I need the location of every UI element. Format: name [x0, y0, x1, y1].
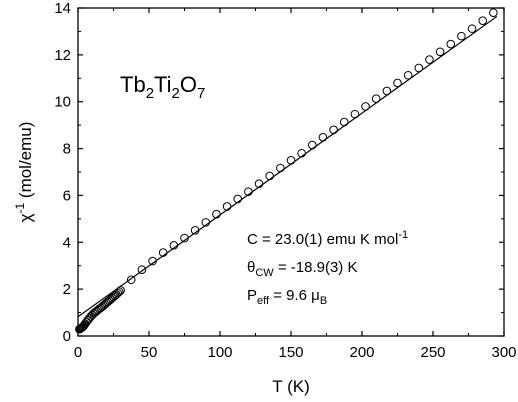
data-point [126, 275, 136, 285]
y-tick-label: 8 [63, 141, 71, 158]
y-tick-label: 12 [54, 47, 71, 64]
y-axis-symbol: χ [16, 213, 35, 222]
data-point [446, 39, 456, 49]
data-point [489, 8, 498, 17]
y-tick-label: 4 [63, 234, 71, 251]
data-point [467, 24, 477, 33]
data-point [393, 78, 402, 88]
annotation-curie-constant: C = 23.0(1) emu K mol-1 [247, 229, 408, 248]
data-point [276, 163, 285, 173]
data-point [286, 155, 296, 165]
y-tick-label: 10 [54, 94, 71, 111]
data-points [75, 8, 498, 334]
data-point [113, 288, 123, 298]
data-point [265, 171, 275, 181]
x-tick-label: 0 [74, 344, 82, 361]
data-point [244, 187, 253, 196]
x-tick-label: 250 [420, 344, 445, 361]
data-point [201, 218, 211, 227]
annotation-peff: Peff = 9.6 μB [247, 287, 327, 307]
compound-label: Tb2Ti2O7 [120, 72, 205, 102]
fit-line-group [78, 15, 498, 318]
y-axis-title: χ-1 (mol/emu) [13, 122, 35, 223]
data-point [158, 248, 168, 257]
data-point [371, 94, 381, 103]
y-axis-ticks: 0 2 4 6 8 10 12 14 [54, 0, 504, 345]
data-point [180, 233, 189, 243]
data-point [190, 226, 200, 235]
x-tick-label: 200 [349, 344, 374, 361]
x-axis-ticks: 0 50 100 150 200 250 300 [74, 8, 517, 361]
data-point [350, 109, 360, 119]
y-tick-label: 6 [63, 187, 71, 204]
data-point [339, 117, 349, 127]
x-tick-label: 100 [207, 344, 232, 361]
data-point [318, 133, 328, 142]
x-tick-label: 300 [491, 344, 516, 361]
x-axis-title: T (K) [272, 377, 309, 396]
data-point [361, 102, 370, 111]
y-axis-exponent: -1 [13, 202, 27, 213]
data-point [308, 140, 317, 150]
data-point [297, 148, 306, 158]
y-tick-label: 2 [63, 281, 71, 298]
data-point [457, 31, 466, 41]
data-point [435, 47, 445, 57]
x-tick-label: 150 [278, 344, 303, 361]
y-tick-label: 0 [63, 328, 71, 345]
data-point [233, 194, 243, 204]
x-tick-label: 50 [141, 344, 158, 361]
fit-line [78, 15, 498, 318]
data-point [137, 265, 147, 274]
data-point [254, 179, 264, 189]
data-point [222, 202, 232, 211]
data-point [114, 287, 124, 297]
data-point [169, 241, 179, 250]
data-point [148, 256, 157, 266]
data-point [382, 86, 392, 96]
data-point [414, 63, 424, 73]
y-axis-unit: (mol/emu) [16, 122, 35, 203]
annotation-theta-cw: θCW = -18.9(3) K [247, 259, 357, 279]
data-point [116, 286, 125, 295]
y-tick-label: 14 [54, 0, 71, 17]
data-point [403, 70, 413, 80]
data-point [329, 125, 338, 135]
data-point [425, 55, 434, 64]
data-point [212, 209, 221, 219]
data-point [478, 16, 488, 25]
